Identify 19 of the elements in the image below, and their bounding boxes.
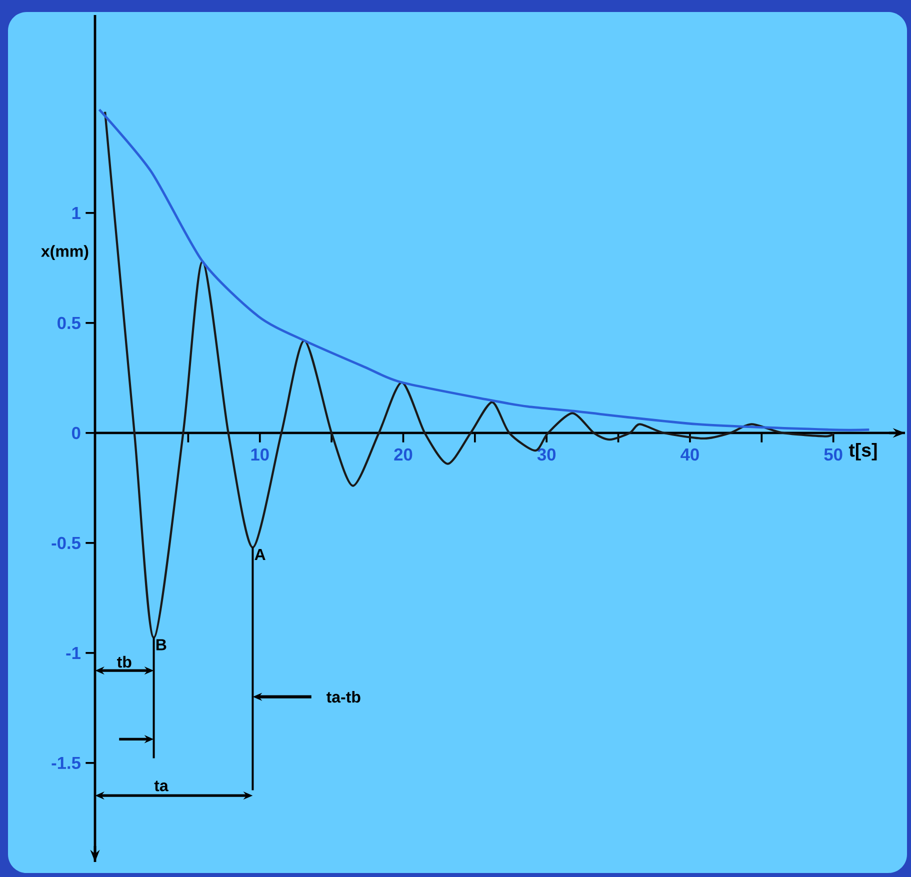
annotation: ta (154, 780, 168, 792)
annotation: B (156, 639, 166, 650)
line-series (98, 108, 870, 432)
y-tick-label: 0 (72, 426, 80, 440)
annotation: A (254, 548, 266, 560)
x-tick-label: 30 (537, 448, 556, 461)
x-tick-label: 40 (680, 448, 699, 461)
y-axis-title: x(mm) (41, 245, 88, 260)
annotation: tb (117, 656, 132, 668)
y-tick-label: -1 (66, 647, 80, 659)
y-tick-label: 1 (72, 207, 80, 219)
y-tick-label: -1.5 (52, 756, 80, 770)
x-tick-label: 20 (394, 448, 412, 461)
annotation: ta-tb (326, 690, 360, 703)
x-axis-title: t[s] (848, 443, 877, 460)
x-tick-label: 50 (824, 448, 842, 461)
x-tick-label: 10 (251, 448, 269, 461)
y-tick-label: -0.5 (52, 536, 80, 550)
y-tick-label: 0.5 (58, 316, 80, 330)
